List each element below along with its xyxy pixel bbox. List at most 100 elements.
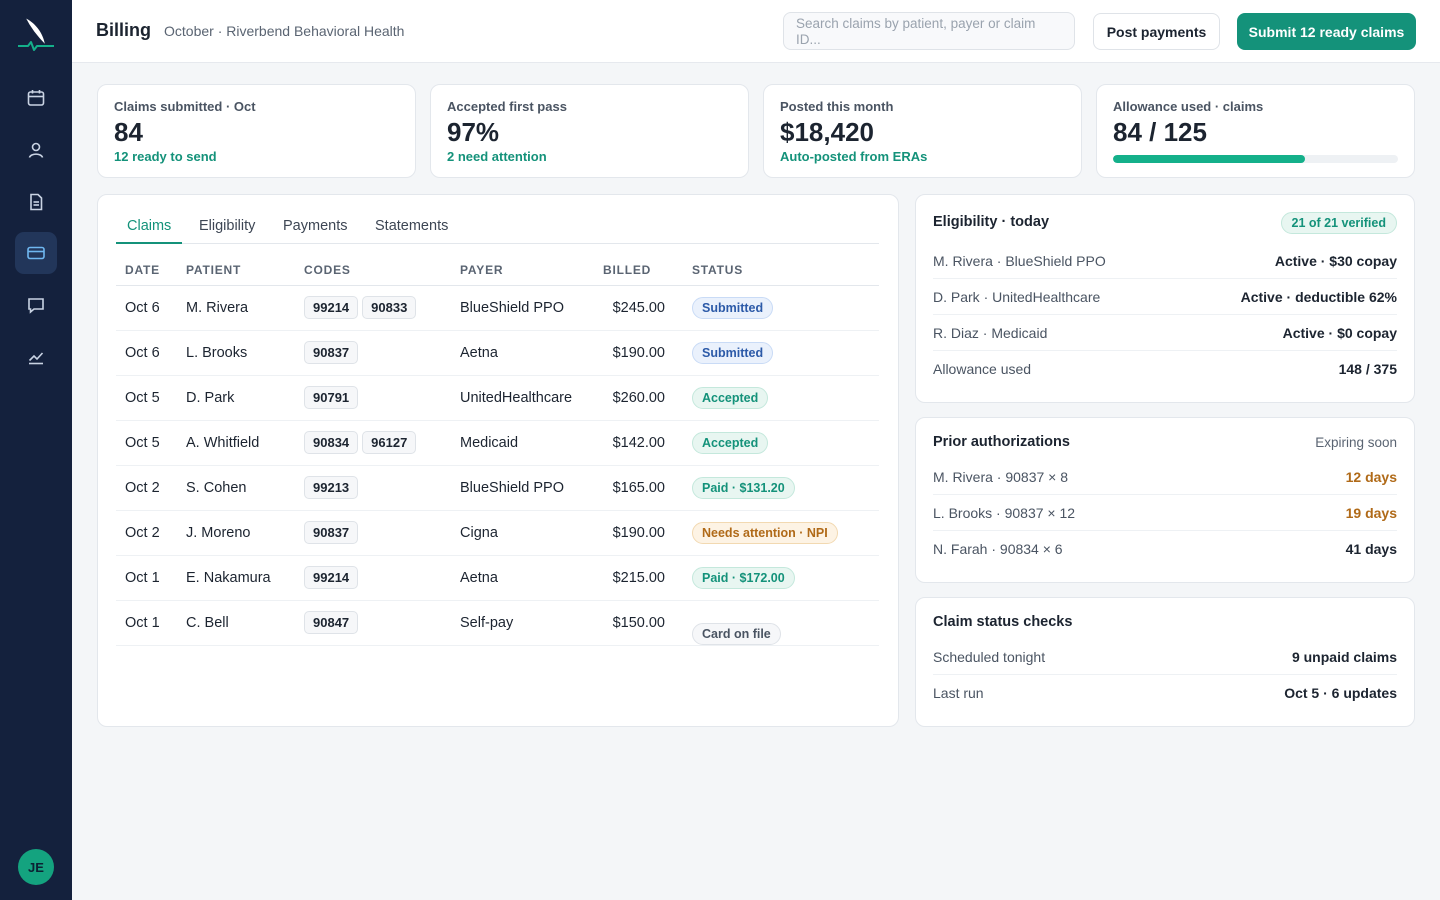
cell-date: Oct 5 (116, 375, 177, 421)
status-badge[interactable]: Accepted (692, 431, 769, 454)
row-value: 12 days (1345, 468, 1397, 485)
cpt-code-chip: 90791 (304, 386, 359, 409)
column-header-status[interactable]: STATUS (683, 255, 879, 286)
avatar[interactable]: JE (18, 849, 54, 885)
stat-sub[interactable]: Auto-posted from ERAs (780, 149, 928, 164)
table-row[interactable]: Oct 6 L. Brooks 90837 Aetna $190.00 Submitted (116, 330, 879, 376)
search-input[interactable]: Search claims by patient, payer or claim… (783, 12, 1075, 50)
submit-claims-button[interactable]: Submit 12 ready claims (1237, 13, 1416, 50)
stat-sub[interactable]: 2 need attention (447, 149, 547, 164)
status-badge[interactable]: Accepted (692, 386, 769, 409)
column-header-date[interactable]: DATE (116, 255, 177, 286)
column-header-billed[interactable]: BILLED (603, 255, 683, 286)
eligibility-row[interactable]: Allowance used 148 / 375 (933, 351, 1397, 387)
stat-sub[interactable]: 12 ready to send (114, 149, 217, 164)
cell-payer: BlueShield PPO (451, 285, 603, 331)
cell-codes: 99213 (295, 465, 451, 511)
cell-patient: E. Nakamura (177, 555, 295, 601)
nav-documents[interactable] (15, 181, 57, 223)
row-label: Last run (933, 685, 984, 701)
cell-billed: $190.00 (603, 330, 683, 376)
row-value: 19 days (1345, 504, 1397, 521)
eligibility-row[interactable]: M. Rivera · BlueShield PPO Active · $30 … (933, 243, 1397, 279)
stat-card-posted: Posted this month $18,420 Auto-posted fr… (763, 84, 1082, 178)
tab-statements[interactable]: Statements (375, 218, 449, 234)
cell-codes: 90791 (295, 375, 451, 421)
column-header-codes[interactable]: CODES (295, 255, 451, 286)
table-row[interactable]: Oct 6 M. Rivera 99214 90833 BlueShield PPO $2… (116, 285, 879, 331)
logo-icon[interactable] (16, 14, 56, 54)
row-label: Scheduled tonight (933, 648, 1046, 665)
cell-patient: J. Moreno (177, 510, 295, 556)
page-title: Billing (96, 20, 151, 40)
stat-label: Claims submitted · Oct (114, 99, 256, 114)
nav-billing[interactable] (15, 232, 57, 274)
cell-date: Oct 6 (116, 330, 177, 376)
cell-status: Paid · $172.00 (683, 555, 879, 601)
table-row[interactable]: Oct 5 A. Whitfield 90834 96127 Medicaid $142.… (116, 420, 879, 466)
cpt-code-chip: 96127 (362, 431, 417, 454)
cell-patient: C. Bell (177, 600, 295, 646)
eligibility-panel: Eligibility · today 21 of 21 verified M.… (915, 194, 1415, 403)
document-icon (30, 193, 43, 211)
cpt-code-chip: 90837 (304, 341, 359, 364)
table-row[interactable]: Oct 5 D. Park 90791 UnitedHealthcare $260.00… (116, 375, 879, 421)
cell-codes: 90834 96127 (295, 420, 451, 466)
authorization-row[interactable]: L. Brooks · 90837 × 12 19 days (933, 495, 1397, 531)
table-row[interactable]: Oct 1 C. Bell 90847 Self-pay $150.00 Card on … (116, 600, 879, 646)
prior-authorizations-panel: Prior authorizations Expiring soon M. Ri… (915, 417, 1415, 583)
tab-payments[interactable]: Payments (283, 218, 348, 234)
cpt-code-chip: 99214 (304, 566, 359, 589)
cpt-code-chip: 99214 (304, 296, 359, 319)
eligibility-row[interactable]: R. Diaz · Medicaid Active · $0 copay (933, 315, 1397, 351)
row-value: Active · deductible 62% (1240, 288, 1397, 305)
status-badge[interactable]: Card on file (692, 622, 781, 645)
nav-messages[interactable] (15, 284, 57, 326)
status-badge[interactable]: Submitted (692, 296, 774, 319)
table-row[interactable]: Oct 1 E. Nakamura 99214 Aetna $215.00 Paid · … (116, 555, 879, 601)
cell-patient: S. Cohen (177, 465, 295, 511)
tab-claims[interactable]: Claims (116, 215, 183, 244)
row-value: Active · $0 copay (1282, 324, 1397, 341)
row-label: R. Diaz · Medicaid (933, 324, 1048, 341)
row-value: Oct 5 · 6 updates (1284, 685, 1397, 701)
claim-status-checks-panel: Claim status checks Scheduled tonight 9 … (915, 597, 1415, 727)
cell-date: Oct 1 (116, 600, 177, 646)
row-value: 148 / 375 (1338, 361, 1397, 377)
status-badge[interactable]: Paid · $172.00 (692, 566, 795, 589)
stat-label: Allowance used · claims (1113, 99, 1264, 114)
row-label: Allowance used (933, 361, 1032, 377)
status-check-row[interactable]: Scheduled tonight 9 unpaid claims (933, 639, 1397, 675)
nav-reports[interactable] (15, 336, 57, 378)
tab-eligibility[interactable]: Eligibility (199, 218, 256, 234)
table-row[interactable]: Oct 2 J. Moreno 90837 Cigna $190.00 Needs att… (116, 510, 879, 556)
message-icon (28, 298, 44, 314)
nav-patients[interactable] (15, 129, 57, 171)
row-value: 41 days (1345, 541, 1397, 557)
panel-title: Claim status checks (933, 614, 1073, 630)
column-header-payer[interactable]: PAYER (451, 255, 603, 286)
stat-label: Posted this month (780, 99, 894, 114)
eligibility-row[interactable]: D. Park · UnitedHealthcare Active · dedu… (933, 279, 1397, 315)
cell-status: Accepted (683, 375, 879, 421)
sidebar: JE (0, 0, 72, 900)
column-header-patient[interactable]: PATIENT (177, 255, 295, 286)
status-check-row[interactable]: Last run Oct 5 · 6 updates (933, 675, 1397, 711)
post-payments-button[interactable]: Post payments (1093, 13, 1220, 50)
table-row[interactable]: Oct 2 S. Cohen 99213 BlueShield PPO $165.00 P… (116, 465, 879, 511)
cell-billed: $245.00 (603, 285, 683, 331)
cell-date: Oct 2 (116, 465, 177, 511)
panel-title: Eligibility · today (933, 214, 1050, 230)
cell-patient: M. Rivera (177, 285, 295, 331)
stat-value: $18,420 (780, 117, 874, 147)
stat-value: 97% (447, 117, 500, 147)
status-badge[interactable]: Submitted (692, 341, 774, 364)
authorization-row[interactable]: N. Farah · 90834 × 6 41 days (933, 531, 1397, 567)
status-badge[interactable]: Needs attention · NPI (692, 521, 838, 544)
stat-value: 84 (114, 117, 143, 147)
status-badge[interactable]: Paid · $131.20 (692, 476, 795, 499)
row-label: L. Brooks · 90837 × 12 (933, 504, 1076, 521)
authorization-row[interactable]: M. Rivera · 90837 × 8 12 days (933, 459, 1397, 495)
nav-calendar[interactable] (15, 77, 57, 119)
cell-codes: 90837 (295, 510, 451, 556)
